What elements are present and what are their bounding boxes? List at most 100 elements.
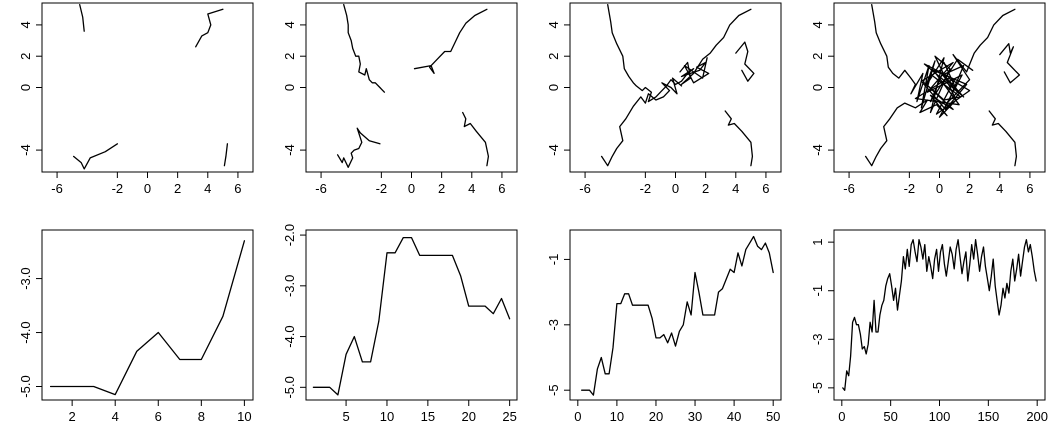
x-tick-label: 10 [610, 409, 624, 424]
y-tick-label: -3.0 [282, 275, 297, 297]
panel-top-2: -6 -2 0 2 4 6 -4 0 2 4 [282, 2, 518, 196]
x-tick-label: 10 [237, 409, 251, 424]
y-tick-label: -4 [810, 144, 825, 156]
series-line [413, 8, 488, 75]
series-line [941, 8, 1016, 103]
y-tick-label: 4 [546, 21, 561, 28]
series-line [999, 43, 1021, 84]
series-line [842, 239, 1037, 391]
series-line [195, 8, 224, 48]
y-tick-label: 1 [810, 239, 825, 246]
x-tick-label: 6 [1026, 181, 1033, 196]
plot-frame [305, 229, 518, 401]
plot-frame [41, 2, 254, 173]
y-tick-label: -4 [18, 144, 33, 156]
series-line [864, 75, 962, 167]
series-line [79, 3, 85, 32]
x-tick-label: -6 [315, 181, 327, 196]
x-tick-label: 10 [380, 409, 394, 424]
y-tick-label: -1 [810, 285, 825, 297]
x-tick-label: 4 [204, 181, 211, 196]
plot-frame [305, 2, 518, 173]
x-tick-label: 40 [727, 409, 741, 424]
x-tick-label: 30 [688, 409, 702, 424]
series-line [735, 41, 755, 82]
panel-bottom-1: 2 4 6 8 10 -5.0 -4.0 -3.0 [18, 229, 254, 424]
x-tick-label: 15 [421, 409, 435, 424]
y-tick-label: -5.0 [18, 375, 33, 397]
series-line [607, 3, 710, 103]
x-tick-label: 2 [438, 181, 445, 196]
y-tick-label: -5 [810, 382, 825, 394]
x-tick-label: 0 [408, 181, 415, 196]
y-tick-label: -1 [546, 254, 561, 266]
y-tick-label: -2.0 [282, 224, 297, 246]
series-line [312, 236, 511, 396]
y-tick-label: 2 [546, 53, 561, 60]
series-line [988, 110, 1018, 167]
x-tick-label: 6 [498, 181, 505, 196]
x-tick-label: 4 [112, 409, 119, 424]
x-tick-label: 0 [144, 181, 151, 196]
x-tick-label: 2 [702, 181, 709, 196]
x-tick-label: -2 [640, 181, 652, 196]
y-tick-label: 4 [18, 21, 33, 28]
x-tick-label: 4 [468, 181, 475, 196]
series-line [871, 3, 974, 118]
x-tick-label: -2 [112, 181, 124, 196]
x-tick-label: 20 [462, 409, 476, 424]
panel-top-4: -6 -2 0 2 4 6 -4 0 2 4 [810, 2, 1046, 196]
x-tick-label: 8 [198, 409, 205, 424]
series-line [336, 127, 381, 168]
x-tick-label: 0 [574, 409, 581, 424]
y-tick-label: -4.0 [18, 321, 33, 343]
series-line [72, 143, 119, 170]
y-tick-label: 0 [546, 84, 561, 91]
panel-top-1: -6 -2 0 2 4 6 -4 0 2 4 [18, 2, 254, 196]
y-tick-label: 2 [18, 53, 33, 60]
series-line [343, 3, 386, 93]
y-tick-label: -3.0 [18, 267, 33, 289]
x-tick-label: 0 [936, 181, 943, 196]
y-tick-label: -3 [546, 319, 561, 331]
series-line [600, 77, 683, 167]
x-tick-label: -6 [843, 181, 855, 196]
x-tick-label: -2 [904, 181, 916, 196]
x-tick-label: 6 [762, 181, 769, 196]
series-line [49, 240, 246, 396]
series-line [223, 143, 229, 167]
x-tick-label: 0 [672, 181, 679, 196]
y-tick-label: 4 [810, 21, 825, 28]
y-tick-label: 2 [810, 53, 825, 60]
y-tick-label: -5 [546, 384, 561, 396]
y-tick-label: -4 [546, 144, 561, 156]
x-tick-label: 150 [977, 409, 999, 424]
y-tick-label: 0 [810, 84, 825, 91]
y-tick-label: 0 [282, 84, 297, 91]
series-line [581, 235, 774, 396]
series-line [724, 110, 754, 167]
x-tick-label: 6 [155, 409, 162, 424]
x-tick-label: -6 [51, 181, 63, 196]
series-line [462, 111, 490, 167]
x-tick-label: 5 [342, 409, 349, 424]
x-tick-label: -2 [376, 181, 388, 196]
x-tick-label: 50 [766, 409, 780, 424]
panel-top-3: -6 -2 0 2 4 6 -4 0 2 4 [546, 2, 782, 196]
x-tick-label: 2 [174, 181, 181, 196]
x-tick-label: 4 [996, 181, 1003, 196]
y-tick-label: -3 [810, 334, 825, 346]
x-tick-label: 4 [732, 181, 739, 196]
series-line [679, 8, 752, 86]
x-tick-label: 50 [883, 409, 897, 424]
y-tick-label: -4.0 [282, 325, 297, 347]
panel-bottom-2: 5 10 15 20 25 -5.0 -4.0 -3.0 -2.0 [282, 224, 518, 424]
y-tick-label: -5.0 [282, 376, 297, 398]
y-tick-label: -4 [282, 144, 297, 156]
x-tick-label: 100 [929, 409, 951, 424]
y-tick-label: 2 [282, 53, 297, 60]
plot-frame [41, 229, 254, 401]
x-tick-label: 20 [649, 409, 663, 424]
x-tick-label: 2 [966, 181, 973, 196]
